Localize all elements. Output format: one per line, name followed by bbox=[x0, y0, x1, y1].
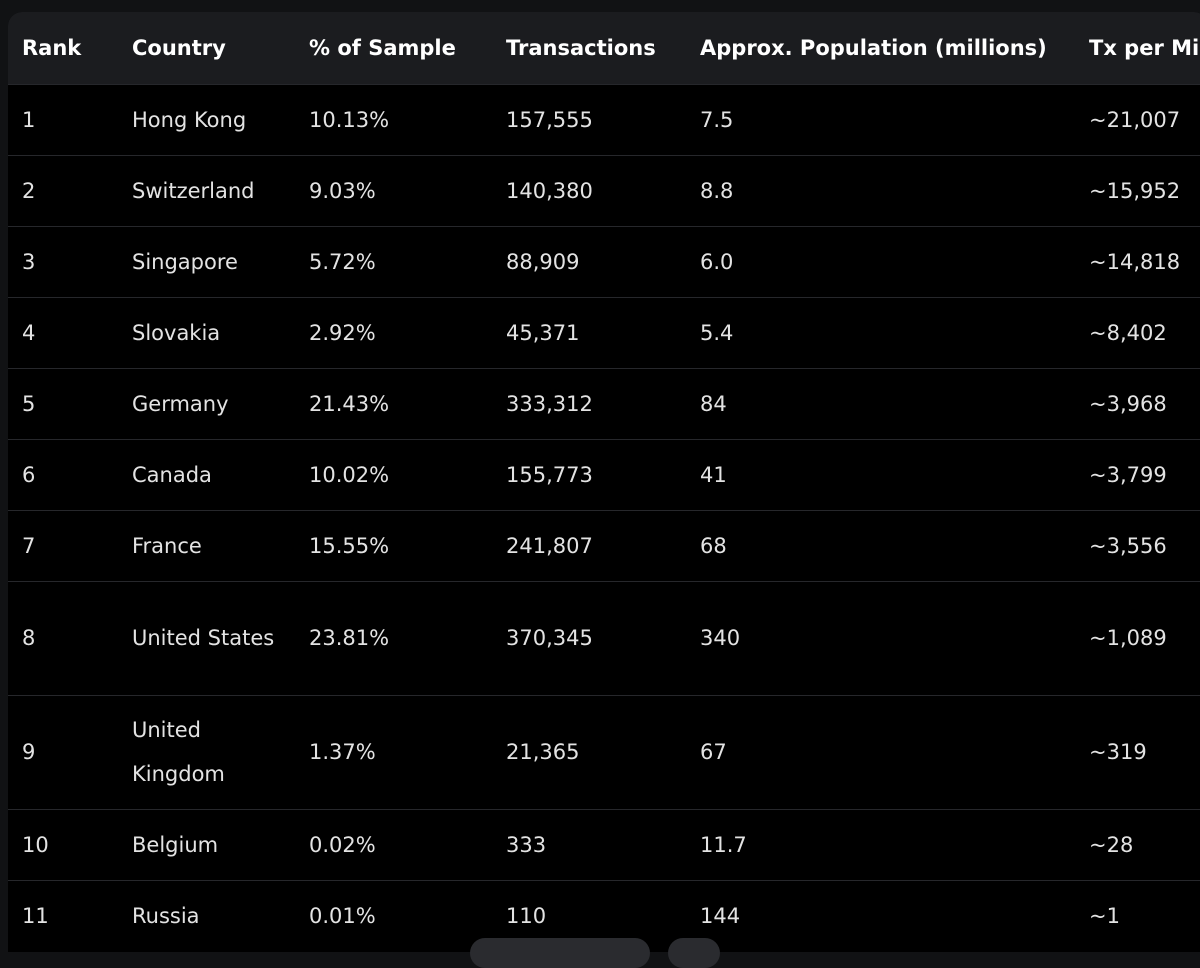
table-body: 1 Hong Kong 10.13% 157,555 7.5 ~21,007 2… bbox=[8, 83, 1200, 951]
header-rank: Rank bbox=[22, 35, 82, 60]
cell-country: Slovakia bbox=[118, 296, 295, 368]
cell-population: 68 bbox=[686, 509, 1075, 581]
header-tx-per-million: Tx per Mi bbox=[1089, 35, 1200, 60]
floating-scroll-button[interactable] bbox=[668, 938, 720, 968]
cell-population: 144 bbox=[686, 879, 1075, 951]
cell-country: United Kingdom bbox=[118, 694, 295, 809]
cell-pct: 21.43% bbox=[295, 367, 492, 439]
cell-rank: 3 bbox=[8, 225, 118, 297]
cell-population: 84 bbox=[686, 367, 1075, 439]
cell-tx-per-million: ~8,402 bbox=[1075, 296, 1200, 368]
cell-tx-per-million: ~28 bbox=[1075, 808, 1200, 880]
cell-pct: 0.01% bbox=[295, 879, 492, 951]
cell-population: 7.5 bbox=[686, 83, 1075, 155]
cell-population: 8.8 bbox=[686, 154, 1075, 226]
cell-country: Russia bbox=[118, 879, 295, 951]
table-row: 4 Slovakia 2.92% 45,371 5.4 ~8,402 bbox=[8, 296, 1200, 368]
table-row: 3 Singapore 5.72% 88,909 6.0 ~14,818 bbox=[8, 225, 1200, 297]
cell-country: Singapore bbox=[118, 225, 295, 297]
cell-pct: 23.81% bbox=[295, 580, 492, 695]
header-pct-of-sample: % of Sample bbox=[309, 35, 456, 60]
cell-pct: 9.03% bbox=[295, 154, 492, 226]
cell-tx-per-million: ~1 bbox=[1075, 879, 1200, 951]
cell-tx-per-million: ~1,089 bbox=[1075, 580, 1200, 695]
cell-transactions: 88,909 bbox=[492, 225, 686, 297]
cell-transactions: 45,371 bbox=[492, 296, 686, 368]
table-row: 2 Switzerland 9.03% 140,380 8.8 ~15,952 bbox=[8, 154, 1200, 226]
cell-rank: 6 bbox=[8, 438, 118, 510]
table-header: Rank Country % of Sample Transactions Ap… bbox=[8, 12, 1200, 84]
header-country: Country bbox=[132, 35, 226, 60]
cell-rank: 7 bbox=[8, 509, 118, 581]
cell-pct: 2.92% bbox=[295, 296, 492, 368]
cell-population: 41 bbox=[686, 438, 1075, 510]
cell-country: Belgium bbox=[118, 808, 295, 880]
header-transactions: Transactions bbox=[506, 35, 656, 60]
cell-country: Switzerland bbox=[118, 154, 295, 226]
cell-transactions: 333,312 bbox=[492, 367, 686, 439]
cell-tx-per-million: ~14,818 bbox=[1075, 225, 1200, 297]
cell-pct: 0.02% bbox=[295, 808, 492, 880]
cell-transactions: 333 bbox=[492, 808, 686, 880]
cell-tx-per-million: ~21,007 bbox=[1075, 83, 1200, 155]
cell-transactions: 21,365 bbox=[492, 694, 686, 809]
table-row: 5 Germany 21.43% 333,312 84 ~3,968 bbox=[8, 367, 1200, 439]
table-row: 8 United States 23.81% 370,345 340 ~1,08… bbox=[8, 580, 1200, 695]
cell-country: Germany bbox=[118, 367, 295, 439]
country-transactions-table: Rank Country % of Sample Transactions Ap… bbox=[8, 12, 1200, 951]
cell-tx-per-million: ~3,556 bbox=[1075, 509, 1200, 581]
cell-tx-per-million: ~319 bbox=[1075, 694, 1200, 809]
cell-rank: 1 bbox=[8, 83, 118, 155]
table-row: 7 France 15.55% 241,807 68 ~3,556 bbox=[8, 509, 1200, 581]
cell-population: 5.4 bbox=[686, 296, 1075, 368]
cell-population: 340 bbox=[686, 580, 1075, 695]
table-row: 9 United Kingdom 1.37% 21,365 67 ~319 bbox=[8, 694, 1200, 809]
cell-tx-per-million: ~15,952 bbox=[1075, 154, 1200, 226]
cell-transactions: 140,380 bbox=[492, 154, 686, 226]
cell-transactions: 241,807 bbox=[492, 509, 686, 581]
cell-pct: 1.37% bbox=[295, 694, 492, 809]
cell-pct: 10.02% bbox=[295, 438, 492, 510]
header-population: Approx. Population (millions) bbox=[700, 35, 1047, 60]
cell-rank: 9 bbox=[8, 694, 118, 809]
cell-rank: 4 bbox=[8, 296, 118, 368]
cell-rank: 10 bbox=[8, 808, 118, 880]
cell-pct: 15.55% bbox=[295, 509, 492, 581]
cell-country: Canada bbox=[118, 438, 295, 510]
cell-population: 11.7 bbox=[686, 808, 1075, 880]
cell-pct: 10.13% bbox=[295, 83, 492, 155]
table-container: Rank Country % of Sample Transactions Ap… bbox=[8, 12, 1200, 952]
cell-transactions: 157,555 bbox=[492, 83, 686, 155]
cell-rank: 11 bbox=[8, 879, 118, 951]
cell-pct: 5.72% bbox=[295, 225, 492, 297]
cell-transactions: 155,773 bbox=[492, 438, 686, 510]
cell-country: France bbox=[118, 509, 295, 581]
table-row: 6 Canada 10.02% 155,773 41 ~3,799 bbox=[8, 438, 1200, 510]
table-row: 10 Belgium 0.02% 333 11.7 ~28 bbox=[8, 808, 1200, 880]
cell-rank: 2 bbox=[8, 154, 118, 226]
cell-tx-per-million: ~3,968 bbox=[1075, 367, 1200, 439]
cell-rank: 8 bbox=[8, 580, 118, 695]
cell-rank: 5 bbox=[8, 367, 118, 439]
cell-country: United States bbox=[118, 580, 295, 695]
cell-transactions: 370,345 bbox=[492, 580, 686, 695]
floating-toolbar-button[interactable] bbox=[470, 938, 650, 968]
header-row: Rank Country % of Sample Transactions Ap… bbox=[8, 12, 1200, 84]
cell-tx-per-million: ~3,799 bbox=[1075, 438, 1200, 510]
cell-country: Hong Kong bbox=[118, 83, 295, 155]
cell-population: 67 bbox=[686, 694, 1075, 809]
cell-population: 6.0 bbox=[686, 225, 1075, 297]
table-row: 1 Hong Kong 10.13% 157,555 7.5 ~21,007 bbox=[8, 83, 1200, 155]
